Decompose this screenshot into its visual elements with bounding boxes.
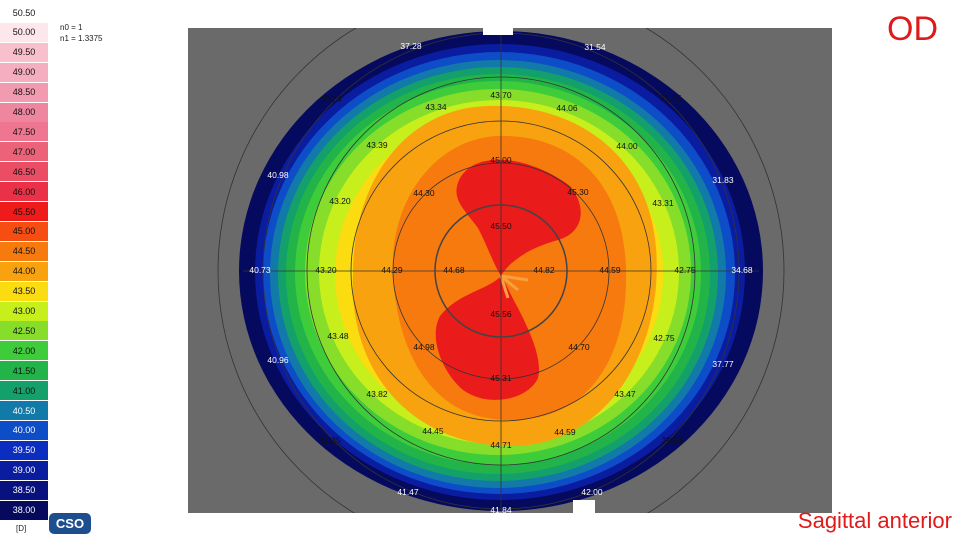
map-value-label: 39.24 [320, 94, 342, 104]
scale-swatch: 46.50 [0, 162, 48, 182]
scale-swatch: 45.50 [0, 202, 48, 221]
scale-swatch: 41.00 [0, 381, 48, 401]
scale-swatch: 40.00 [0, 420, 48, 440]
map-value-label: 44.98 [413, 342, 435, 352]
map-value-label: 44.82 [533, 265, 555, 275]
map-value-label: 43.20 [329, 196, 351, 206]
map-value-label: 41.84 [490, 505, 512, 513]
map-value-label: 42.75 [674, 265, 696, 275]
scale-swatch: 41.50 [0, 361, 48, 381]
map-value-label: 41.47 [397, 487, 419, 497]
scale-swatch: 50.00 [0, 22, 48, 42]
scale-swatch: 38.50 [0, 480, 48, 500]
scale-swatch: 50.50 [0, 3, 48, 22]
scale-swatch: 38.00 [0, 500, 48, 520]
map-value-label: 43.70 [490, 90, 512, 100]
scale-swatch: 48.50 [0, 82, 48, 102]
map-value-label: 43.20 [315, 265, 337, 275]
map-value-label: 44.68 [443, 265, 465, 275]
map-value-label: 44.30 [413, 188, 435, 198]
map-value-label: 45.56 [490, 309, 512, 319]
scale-swatch: 47.00 [0, 142, 48, 162]
map-value-label: 44.06 [556, 103, 578, 113]
map-value-label: 44.29 [381, 265, 403, 275]
scale-swatch: 39.00 [0, 460, 48, 480]
map-value-label: 44.00 [616, 141, 638, 151]
map-value-label: 43.31 [652, 198, 674, 208]
map-value-label: 43.47 [614, 389, 636, 399]
map-value-label: 43.82 [366, 389, 388, 399]
scale-swatch: 42.50 [0, 321, 48, 341]
scale-swatch: 45.00 [0, 221, 48, 241]
map-value-label: 31.83 [712, 175, 734, 185]
map-value-label: 34.68 [731, 265, 753, 275]
map-value-label: 38.84 [490, 28, 512, 35]
map-value-label: 43.39 [366, 140, 388, 150]
map-value-label: 45.31 [490, 373, 512, 383]
map-value-label: 43.48 [327, 331, 349, 341]
map-value-label: 44.71 [490, 440, 512, 450]
scale-swatch: 49.50 [0, 42, 48, 62]
scale-swatch: 44.00 [0, 261, 48, 281]
map-value-label: 31.45 [660, 93, 682, 103]
scale-swatch: 44.50 [0, 241, 48, 261]
map-value-label: 42.00 [581, 487, 603, 497]
scale-swatch: 43.50 [0, 281, 48, 301]
topography-map[interactable]: 38.84 37.28 31.54 39.24 43.34 43.70 44.06 31.45… [188, 28, 832, 513]
map-value-label: 44.59 [554, 427, 576, 437]
map-value-label: 31.54 [584, 42, 606, 52]
scale-swatch: 48.00 [0, 102, 48, 122]
map-value-label: 45.50 [490, 221, 512, 231]
map-value-label: 40.96 [267, 355, 289, 365]
scale-swatch: 47.50 [0, 122, 48, 142]
map-value-label: 45.00 [490, 155, 512, 165]
eye-label: OD [887, 10, 938, 48]
map-value-label: 44.70 [568, 342, 590, 352]
map-value-label: 40.98 [267, 170, 289, 180]
map-value-label: 39.81 [661, 435, 683, 445]
scale-swatch: 43.00 [0, 301, 48, 321]
scale-unit-label: [D] [16, 524, 27, 533]
map-value-label: 37.28 [400, 41, 422, 51]
n1-label: n1 = 1.3375 [60, 34, 103, 43]
topography-map-svg: 38.84 37.28 31.54 39.24 43.34 43.70 44.06 31.45… [188, 28, 832, 513]
map-value-label: 37.77 [712, 359, 734, 369]
scale-swatch: 39.50 [0, 440, 48, 460]
scale-swatch: 42.00 [0, 341, 48, 361]
cso-logo: CSO [49, 513, 91, 534]
map-value-label: 40.73 [249, 265, 271, 275]
map-type-label: Sagittal anterior [797, 508, 952, 533]
map-value-label: 42.75 [653, 333, 675, 343]
scale-swatch: 46.00 [0, 182, 48, 202]
scale-swatch: 40.50 [0, 401, 48, 420]
map-value-label: 44.45 [422, 426, 444, 436]
scale-swatch: 49.00 [0, 62, 48, 82]
map-value-label: 44.59 [599, 265, 621, 275]
refraction-index-info: n0 = 1 n1 = 1.3375 [60, 22, 102, 44]
map-value-label: 45.30 [567, 187, 589, 197]
map-value-label: 43.34 [425, 102, 447, 112]
map-value-label: 41.35 [319, 435, 341, 445]
n0-label: n0 = 1 [60, 23, 83, 32]
